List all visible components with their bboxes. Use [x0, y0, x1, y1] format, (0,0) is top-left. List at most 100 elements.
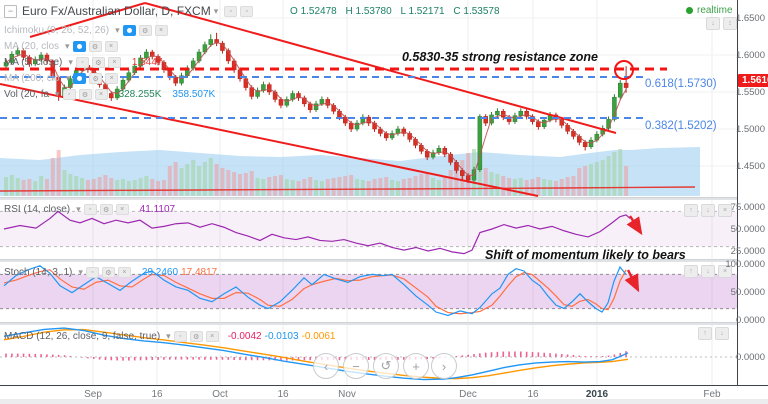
- ohlc-readout: O 1.52478 H 1.53780 L 1.52171 C 1.53578: [284, 6, 500, 17]
- gear-icon[interactable]: ⚙: [88, 41, 102, 52]
- gear-icon[interactable]: ⚙: [91, 57, 105, 68]
- eye-icon[interactable]: ◦: [85, 267, 99, 278]
- indicator-line: [3, 269, 627, 315]
- highlight-circle[interactable]: [614, 60, 634, 80]
- momentum-annotation[interactable]: Shift of momentum likely to bears: [485, 248, 686, 262]
- move-pane-down-button[interactable]: ↓: [701, 204, 715, 217]
- volume-bar: [308, 177, 313, 196]
- chevron-down-icon[interactable]: ▾: [65, 73, 71, 83]
- volume-bar: [594, 162, 599, 196]
- settings-button[interactable]: ◦: [240, 5, 254, 17]
- eye-icon[interactable]: ◦: [173, 331, 187, 342]
- eye-icon[interactable]: ◦: [75, 57, 89, 68]
- gear-icon[interactable]: ⚙: [89, 73, 103, 84]
- volume-bar: [121, 179, 125, 196]
- eye-icon[interactable]: [122, 25, 136, 36]
- time-axis[interactable]: [0, 385, 768, 400]
- fib-level-label: 0.382(1.5202): [645, 120, 717, 132]
- price-axis-label: 0.0000: [735, 315, 765, 326]
- volume-bar: [156, 181, 161, 196]
- chevron-down-icon[interactable]: ▾: [115, 25, 120, 35]
- chevron-down-icon[interactable]: ▾: [78, 267, 83, 277]
- volume-bar: [161, 180, 166, 196]
- legend-row: Vol (20, fa ▾ ◦ ⚙ × 328.255K 358.507K: [4, 88, 215, 101]
- price-axis[interactable]: [737, 0, 768, 385]
- chart-nav-button[interactable]: ‹: [313, 353, 339, 379]
- chart-nav-button[interactable]: −: [343, 353, 369, 379]
- move-pane-down-button[interactable]: ↓: [706, 17, 720, 30]
- move-pane-up-button[interactable]: ↑: [684, 265, 698, 278]
- close-icon[interactable]: ×: [105, 73, 119, 84]
- close-icon[interactable]: ×: [117, 267, 131, 278]
- rsi-label[interactable]: RSI (14, close): [4, 204, 71, 215]
- chart-nav-button[interactable]: +: [403, 353, 429, 379]
- gear-icon[interactable]: ⚙: [138, 25, 152, 36]
- candle-body: [33, 59, 38, 65]
- chevron-down-icon[interactable]: ▾: [166, 331, 171, 341]
- volume-bar: [565, 177, 570, 196]
- legend-row: MA (5, close) ▾ ◦ ⚙ × 1.5447: [4, 56, 162, 69]
- eye-icon[interactable]: [72, 41, 86, 52]
- close-icon[interactable]: ×: [154, 25, 168, 36]
- chart-nav-button[interactable]: ↺: [373, 353, 399, 379]
- close-pane-button[interactable]: ×: [718, 265, 732, 278]
- trendline[interactable]: [0, 83, 539, 197]
- volume-bar: [267, 177, 272, 196]
- eye-icon[interactable]: ◦: [62, 89, 76, 100]
- symbol-title[interactable]: Euro Fx/Australian Dollar, D, FXCM: [22, 4, 211, 18]
- indicator-label[interactable]: MA (5, close): [4, 57, 63, 68]
- pane-separator[interactable]: [0, 322, 737, 325]
- chevron-down-icon[interactable]: ▾: [68, 57, 73, 67]
- chevron-down-icon[interactable]: ▾: [65, 41, 70, 51]
- chevron-down-icon[interactable]: ▾: [76, 204, 81, 214]
- chevron-down-icon[interactable]: ▾: [55, 89, 60, 99]
- volume-bar: [600, 160, 605, 196]
- close-icon[interactable]: ×: [205, 331, 219, 342]
- volume-bar: [132, 180, 137, 196]
- indicator-label[interactable]: Vol (20, fa: [4, 89, 50, 100]
- pane-separator[interactable]: [0, 197, 737, 200]
- gear-icon[interactable]: ⚙: [99, 204, 113, 215]
- close-pane-button[interactable]: ×: [718, 204, 732, 217]
- collapse-icon[interactable]: −: [4, 4, 17, 18]
- chevron-down-icon[interactable]: ▾: [213, 5, 219, 16]
- macd-label[interactable]: MACD (12, 26, close, 9, false, true): [4, 331, 161, 342]
- resistance-annotation[interactable]: 0.5830-35 strong resistance zone: [402, 50, 598, 64]
- eye-icon[interactable]: ◦: [83, 204, 97, 215]
- move-pane-down-button[interactable]: ↓: [701, 265, 715, 278]
- price-axis-label: 1.6000: [735, 50, 765, 61]
- chart-nav-button[interactable]: ›: [431, 353, 457, 379]
- volume-bar: [85, 180, 90, 196]
- realtime-status: realtime: [686, 5, 733, 16]
- move-pane-up-button[interactable]: ↑: [684, 204, 698, 217]
- eye-icon[interactable]: [73, 73, 87, 84]
- candle-body: [173, 76, 178, 84]
- close-icon[interactable]: ×: [104, 41, 118, 52]
- gear-icon[interactable]: ⚙: [189, 331, 203, 342]
- close-icon[interactable]: ×: [107, 57, 121, 68]
- realtime-label: realtime: [697, 5, 733, 16]
- volume-bar: [331, 178, 336, 196]
- macd-signal-value: -0.0061: [301, 331, 336, 342]
- volume-bar: [577, 168, 582, 196]
- close-icon[interactable]: ×: [94, 89, 108, 100]
- stoch-band: [0, 274, 737, 309]
- volume-bar: [115, 180, 120, 196]
- down-arrow-annotation[interactable]: [624, 269, 640, 293]
- move-pane-down-button[interactable]: ↓: [715, 327, 729, 340]
- compare-button[interactable]: ◦: [224, 5, 238, 17]
- gear-icon[interactable]: ⚙: [101, 267, 115, 278]
- stoch-label[interactable]: Stoch (14, 3, 1): [4, 267, 73, 278]
- indicator-label[interactable]: MA (200, clo: [4, 73, 60, 84]
- indicator-label[interactable]: Ichimoku (9, 26, 52, 26): [4, 25, 110, 36]
- close-icon[interactable]: ×: [115, 204, 129, 215]
- gear-icon[interactable]: ⚙: [78, 89, 92, 100]
- maximize-pane-button[interactable]: ↕: [723, 17, 737, 30]
- trendline[interactable]: [29, 2, 146, 38]
- down-arrow-annotation[interactable]: [626, 215, 643, 236]
- candle-body: [366, 116, 371, 124]
- indicator-label[interactable]: MA (20, clos: [4, 41, 60, 52]
- pane-separator[interactable]: [0, 259, 737, 262]
- move-pane-up-button[interactable]: ↑: [698, 327, 712, 340]
